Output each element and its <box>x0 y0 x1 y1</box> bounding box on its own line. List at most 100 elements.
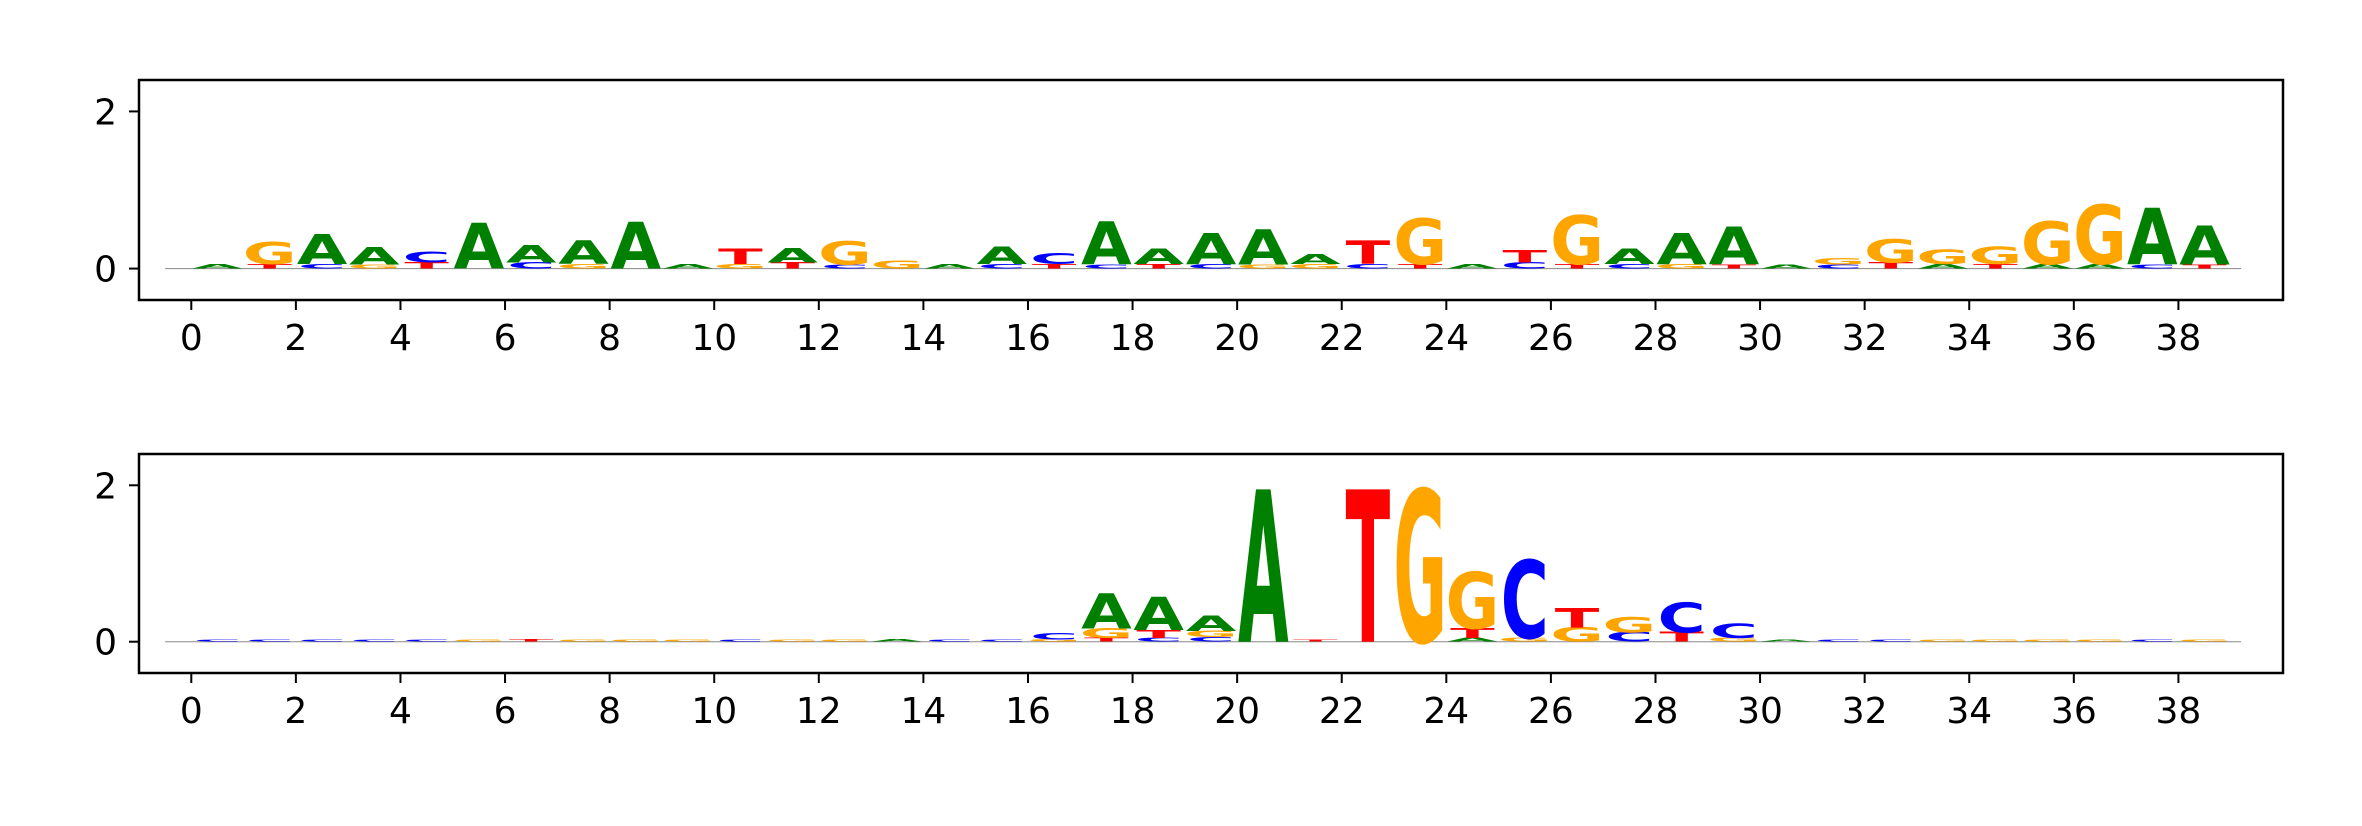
x-tick-label: 36 <box>2051 318 2097 359</box>
logo-letter-t: T <box>1450 626 1495 641</box>
logo-letter-a: A <box>872 639 923 643</box>
logo-letter-g: G <box>1916 640 1970 643</box>
x-tick-label: 10 <box>691 691 737 732</box>
logo-letter-c: C <box>350 640 398 643</box>
logo-letter-c: C <box>1082 264 1130 270</box>
x-tick-label: 26 <box>1528 691 1574 732</box>
logo-letter-t: T <box>1869 261 1914 271</box>
letter-stacks: A TG CA GA TC A CA GA A A GT TA CGG A CA TC CA TA CA GA GA CT… <box>192 190 2230 284</box>
x-tick-label: 12 <box>796 318 842 359</box>
logo-letter-c: C <box>298 263 346 271</box>
logo-letter-t: T <box>1712 264 1757 270</box>
logo-letter-t: T <box>1084 637 1129 643</box>
y-tick-label: 0 <box>94 623 117 664</box>
logo-letter-a: A <box>977 242 1028 270</box>
logo-letter-c: C <box>2128 640 2176 643</box>
logo-letter-a: A <box>1186 611 1237 636</box>
x-tick-label: 2 <box>284 691 307 732</box>
x-tick-label: 14 <box>900 691 946 732</box>
x-tick-label: 6 <box>494 318 517 359</box>
logo-letter-g: G <box>1603 613 1657 638</box>
x-tick-label: 20 <box>1214 691 1260 732</box>
logo-letter-g: G <box>1707 637 1761 643</box>
logo-letter-g: G <box>243 237 297 272</box>
logo-letter-g: G <box>870 259 924 271</box>
logo-letter-c: C <box>2128 264 2176 270</box>
logo-letter-a: A <box>1918 263 1969 271</box>
logo-letter-g: G <box>1027 639 1081 643</box>
logo-letter-c: C <box>1605 630 1653 645</box>
logo-letter-a: A <box>1290 252 1341 267</box>
logo-letter-g: G <box>2073 190 2127 283</box>
logo-letter-g: G <box>2021 640 2075 643</box>
logo-letter-t: T <box>509 639 554 643</box>
logo-letter-a: A <box>1709 216 1760 277</box>
logo-letter-c: C <box>926 640 974 643</box>
logo-letter-t: T <box>404 261 449 271</box>
logo-letter-a: A <box>610 210 661 285</box>
logo-letter-a: A <box>767 245 819 268</box>
logo-letter-g: G <box>1550 202 1604 280</box>
logo-letter-a: A <box>1447 263 1498 271</box>
logo-letter-c: C <box>1030 250 1078 267</box>
logo-letter-g: G <box>1550 624 1604 646</box>
logo-letter-t: T <box>2182 264 2227 270</box>
logo-letter-a: A <box>1238 220 1289 276</box>
x-tick-label: 28 <box>1633 691 1679 732</box>
x-tick-label: 22 <box>1319 691 1365 732</box>
logo-letter-t: T <box>718 244 763 269</box>
x-tick-label: 32 <box>1842 318 1888 359</box>
logo-letter-a: A <box>2179 215 2230 278</box>
logo-letter-c: C <box>1867 640 1915 643</box>
logo-letter-g: G <box>2073 640 2127 643</box>
logo-letter-a: A <box>558 234 609 272</box>
x-tick-label: 14 <box>900 318 946 359</box>
logo-letter-t: T <box>770 261 815 271</box>
logo-letter-c: C <box>1605 263 1653 271</box>
y-tick-label: 2 <box>94 466 117 507</box>
x-tick-label: 18 <box>1110 691 1156 732</box>
x-tick-label: 30 <box>1737 318 1783 359</box>
logo-letter-g: G <box>1080 626 1134 641</box>
x-tick-label: 8 <box>598 691 621 732</box>
logo-letter-a: A <box>506 240 557 268</box>
logo-letter-c: C <box>403 249 451 266</box>
logo-letter-g: G <box>347 264 401 270</box>
x-tick-label: 24 <box>1423 691 1469 732</box>
x-tick-label: 2 <box>284 318 307 359</box>
logo-letter-c: C <box>193 640 241 643</box>
logo-letter-c: C <box>1135 637 1183 643</box>
x-tick-label: 0 <box>180 691 203 732</box>
logo-letter-a: A <box>1761 264 1812 270</box>
logo-letter-g: G <box>2178 640 2232 643</box>
logo-letter-a: A <box>2075 263 2126 271</box>
logo-letter-t: T <box>1136 628 1181 640</box>
logo-letter-c: C <box>246 640 294 643</box>
logo-letter-g: G <box>714 263 768 271</box>
logo-letter-a: A <box>297 226 348 274</box>
logo-letter-a: A <box>1447 637 1498 643</box>
plot-frame <box>137 78 2285 302</box>
y-tick-label: 0 <box>94 250 117 291</box>
logo-letter-t: T <box>247 263 292 271</box>
logo-letter-g: G <box>1864 233 1918 271</box>
logo-letter-a: A <box>1133 589 1184 641</box>
x-tick-label: 22 <box>1319 318 1365 359</box>
x-tick-label: 28 <box>1633 318 1679 359</box>
logo-letter-g: G <box>1289 263 1343 271</box>
logo-letter-c: C <box>1815 264 1863 270</box>
logo-letter-g: G <box>1446 557 1500 647</box>
logo-letter-c: C <box>1501 261 1549 271</box>
logo-letter-a: A <box>1238 447 1289 691</box>
logo-letter-t: T <box>1136 263 1181 271</box>
logo-letter-a: A <box>1133 244 1184 269</box>
logo-letter-c: C <box>978 640 1026 643</box>
x-tick-label: 32 <box>1842 691 1888 732</box>
x-tick-label: 38 <box>2156 318 2202 359</box>
logo-letter-g: G <box>766 640 820 643</box>
x-tick-label: 8 <box>598 318 621 359</box>
x-tick-label: 24 <box>1423 318 1469 359</box>
logo-letter-a: A <box>924 263 975 271</box>
